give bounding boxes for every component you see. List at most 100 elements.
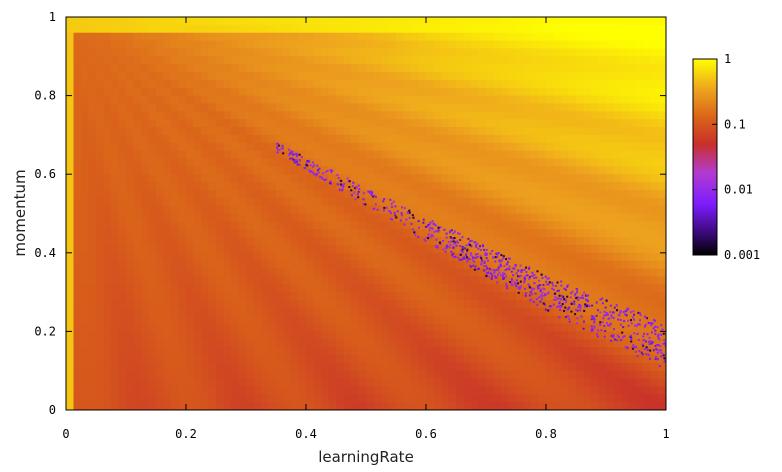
band-point	[662, 354, 665, 357]
heatmap-cell	[531, 127, 540, 136]
heatmap-cell	[178, 182, 187, 191]
heatmap-cell	[223, 213, 232, 222]
heatmap-cell	[246, 252, 255, 262]
heatmap-cell	[456, 315, 465, 325]
heatmap-cell	[73, 64, 82, 73]
heatmap-cell	[223, 299, 232, 309]
heatmap-cell	[433, 111, 442, 120]
heatmap-cell	[193, 307, 202, 317]
heatmap-cell	[321, 56, 330, 65]
heatmap-cell	[336, 205, 345, 215]
band-point	[492, 268, 495, 271]
band-point	[500, 254, 503, 257]
heatmap-cell	[148, 378, 157, 388]
heatmap-cell	[441, 307, 450, 317]
heatmap-cell	[373, 95, 382, 105]
heatmap-cell	[501, 32, 510, 42]
heatmap-cell	[486, 24, 495, 34]
heatmap-cell	[366, 87, 375, 97]
heatmap-cell	[186, 370, 195, 380]
heatmap-cell	[441, 48, 450, 57]
heatmap-cell	[96, 166, 105, 175]
heatmap-cell	[493, 174, 502, 183]
heatmap-cell	[133, 292, 142, 301]
heatmap-cell	[253, 252, 262, 262]
heatmap-cell	[621, 347, 630, 356]
heatmap-cell	[328, 95, 337, 105]
heatmap-cell	[448, 56, 457, 65]
heatmap-cell	[186, 323, 195, 332]
heatmap-cell	[411, 292, 420, 301]
heatmap-cell	[201, 95, 210, 105]
heatmap-cell	[456, 378, 465, 388]
heatmap-cell	[613, 370, 622, 380]
heatmap-cell	[636, 237, 645, 246]
heatmap-cell	[658, 307, 666, 317]
band-point	[477, 267, 480, 270]
heatmap-cell	[651, 307, 660, 317]
heatmap-cell	[208, 347, 217, 356]
heatmap-cell	[88, 229, 97, 238]
heatmap-cell	[126, 237, 135, 246]
heatmap-cell	[471, 189, 480, 199]
heatmap-cell	[253, 307, 262, 317]
band-point	[564, 306, 567, 309]
band-point	[452, 232, 455, 235]
heatmap-cell	[433, 205, 442, 215]
band-point	[563, 298, 566, 300]
heatmap-cell	[643, 79, 652, 89]
heatmap-cell	[546, 386, 555, 395]
band-point	[605, 312, 608, 314]
heatmap-cell	[508, 48, 517, 57]
heatmap-cell	[253, 119, 262, 128]
heatmap-cell	[171, 134, 180, 144]
heatmap-cell	[171, 260, 180, 270]
band-point	[439, 226, 442, 229]
heatmap-cell	[486, 378, 495, 388]
heatmap-cell	[351, 402, 360, 410]
band-point	[623, 320, 626, 323]
heatmap-cell	[373, 307, 382, 317]
heatmap-cell	[111, 229, 120, 238]
band-point	[541, 276, 544, 279]
heatmap-cell	[598, 386, 607, 395]
heatmap-cell	[336, 339, 345, 348]
heatmap-cell	[643, 142, 652, 152]
heatmap-cell	[658, 394, 666, 403]
heatmap-cell	[658, 24, 666, 34]
band-point	[664, 344, 666, 347]
heatmap-cell	[358, 197, 367, 207]
heatmap-cell	[643, 150, 652, 160]
heatmap-cell	[343, 134, 352, 144]
heatmap-cell	[583, 347, 592, 356]
band-point	[579, 297, 582, 299]
heatmap-cell	[373, 276, 382, 285]
heatmap-cell	[388, 127, 397, 136]
heatmap-cell	[433, 87, 442, 97]
heatmap-cell	[163, 64, 172, 73]
band-point	[468, 258, 471, 260]
heatmap-cell	[238, 64, 247, 73]
heatmap-cell	[478, 386, 487, 395]
heatmap-cell	[96, 197, 105, 207]
heatmap-cell	[73, 307, 82, 317]
heatmap-cell	[103, 111, 112, 120]
heatmap-cell	[186, 166, 195, 175]
heatmap-cell	[486, 276, 495, 285]
heatmap-cell	[553, 17, 562, 26]
heatmap-cell	[321, 244, 330, 254]
heatmap-cell	[291, 276, 300, 285]
heatmap-cell	[531, 394, 540, 403]
heatmap-cell	[351, 354, 360, 364]
band-point	[660, 351, 663, 354]
heatmap-cell	[261, 72, 270, 81]
heatmap-cell	[298, 237, 307, 246]
heatmap-cell	[351, 347, 360, 356]
heatmap-cell	[463, 315, 472, 325]
heatmap-cell	[418, 284, 427, 293]
heatmap-cell	[261, 244, 270, 254]
heatmap-cell	[426, 205, 435, 215]
heatmap-cell	[321, 111, 330, 120]
heatmap-cell	[261, 134, 270, 144]
heatmap-cell	[411, 213, 420, 222]
